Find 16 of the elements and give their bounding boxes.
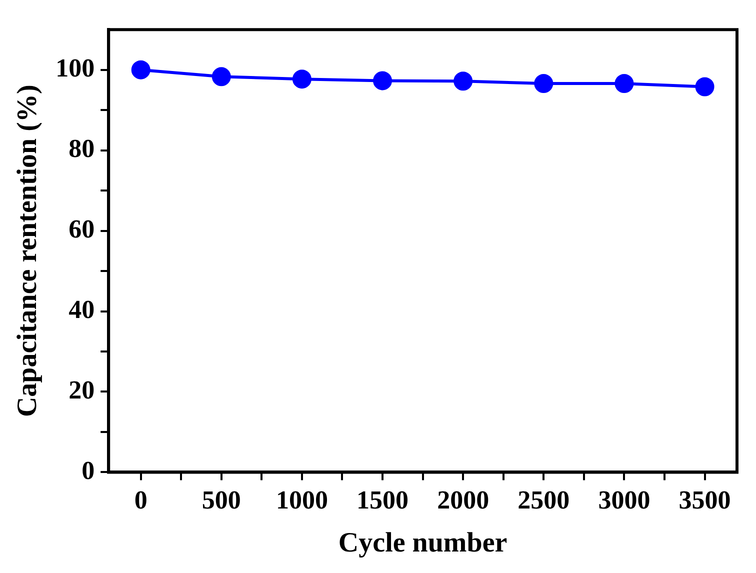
y-tick-label: 0 <box>82 456 95 485</box>
x-tick-label: 0 <box>134 486 148 515</box>
y-tick-label: 80 <box>68 134 95 164</box>
y-tick-label: 60 <box>68 214 95 244</box>
x-tick-label: 1500 <box>356 486 409 515</box>
y-tick-label: 20 <box>68 375 95 404</box>
y-axis-title: Capacitance rentention (%) <box>12 84 44 418</box>
x-tick-label: 2500 <box>518 486 570 515</box>
y-tick-label: 100 <box>56 54 95 83</box>
x-axis-title: Cycle number <box>338 527 508 558</box>
x-tick-label: 3500 <box>678 486 731 515</box>
x-tick-label: 1000 <box>276 486 328 515</box>
y-tick-label: 40 <box>68 294 95 324</box>
x-tick-label: 3000 <box>598 486 650 515</box>
x-tick-label: 2000 <box>437 486 490 515</box>
x-tick-label: 500 <box>202 486 241 515</box>
